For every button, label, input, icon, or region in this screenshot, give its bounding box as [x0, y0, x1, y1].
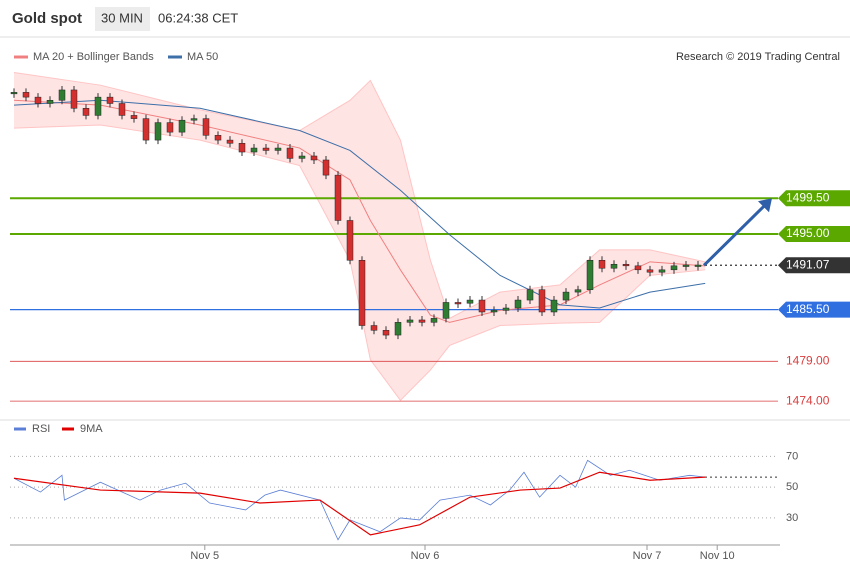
candle [118, 103, 126, 116]
credit: Research © 2019 Trading Central [676, 51, 840, 63]
level-tag [778, 226, 850, 242]
ma-line [13, 99, 706, 309]
candle [526, 289, 534, 301]
candle [310, 155, 318, 161]
rsi-line [13, 459, 706, 541]
x-tick-label: Nov 7 [633, 550, 662, 562]
candle [178, 119, 186, 133]
candle [682, 264, 690, 267]
level-label: 1479.00 [786, 354, 830, 368]
candle [382, 330, 390, 336]
candle [406, 319, 414, 323]
candle [274, 147, 282, 151]
candle [214, 135, 222, 141]
candle [538, 289, 546, 313]
rsi-tick-label: 70 [786, 450, 798, 462]
candle [586, 260, 594, 290]
legend-label: MA 50 [187, 51, 218, 63]
candle [442, 302, 450, 319]
candle [418, 319, 426, 323]
candle [514, 299, 522, 309]
candle [34, 96, 42, 104]
candle [190, 118, 198, 121]
candle [202, 118, 210, 136]
candle [466, 299, 474, 304]
candle [610, 263, 618, 269]
candle [322, 159, 330, 176]
x-tick-label: Nov 5 [190, 550, 219, 562]
candle [670, 265, 678, 271]
x-tick-label: Nov 6 [411, 550, 440, 562]
level-tag [778, 190, 850, 207]
title: Gold spot [12, 10, 82, 27]
candle [478, 299, 486, 313]
legend-label: RSI [32, 423, 50, 435]
candle [502, 307, 510, 311]
candle [262, 147, 270, 151]
candle [154, 122, 162, 141]
candle [226, 139, 234, 144]
candle [394, 322, 402, 336]
candle [22, 92, 30, 98]
candle [334, 174, 342, 221]
candle [58, 89, 66, 101]
candle [622, 263, 630, 267]
level-label: 1474.00 [786, 393, 830, 407]
rsi-tick-label: 30 [786, 512, 798, 524]
candle [250, 147, 258, 153]
level-label: 1495.00 [786, 226, 830, 240]
candle [298, 155, 306, 159]
candle [358, 260, 366, 326]
forecast-arrowhead [758, 198, 772, 213]
candle [562, 291, 570, 301]
candle [82, 108, 90, 116]
legend-label: 9MA [80, 423, 103, 435]
rsi-line [13, 471, 706, 536]
candle [70, 89, 78, 109]
candle [658, 269, 666, 273]
candle [166, 122, 174, 133]
candle [574, 289, 582, 293]
bollinger-fill [14, 72, 706, 401]
candle [46, 100, 54, 104]
candle [430, 318, 438, 323]
candle [94, 96, 102, 116]
x-tick-label: Nov 10 [700, 550, 735, 562]
candle [346, 220, 354, 261]
candle [490, 310, 498, 313]
interval-box [95, 7, 150, 31]
rsi-tick-label: 50 [786, 481, 798, 493]
candle [370, 325, 378, 331]
candle [694, 264, 702, 267]
time: 06:24:38 CET [158, 10, 238, 25]
candle [634, 265, 642, 271]
candle [130, 115, 138, 119]
forecast-arrow [702, 203, 768, 267]
candle [286, 147, 294, 159]
level-tag [778, 301, 850, 318]
candle [10, 92, 18, 95]
candle [238, 143, 246, 153]
level-tag [778, 257, 850, 274]
level-label: 1499.50 [786, 190, 830, 204]
candle [598, 260, 606, 269]
level-label: 1485.50 [786, 302, 830, 316]
bollinger-upper [13, 71, 706, 320]
level-label: 1491.07 [786, 257, 830, 271]
candle [646, 269, 654, 273]
interval: 30 MIN [101, 10, 143, 25]
candle [142, 118, 150, 141]
legend-label: MA 20 + Bollinger Bands [33, 51, 154, 63]
bollinger-lower [13, 124, 706, 402]
candle [550, 299, 558, 313]
candle [454, 302, 462, 305]
candle [106, 96, 114, 104]
